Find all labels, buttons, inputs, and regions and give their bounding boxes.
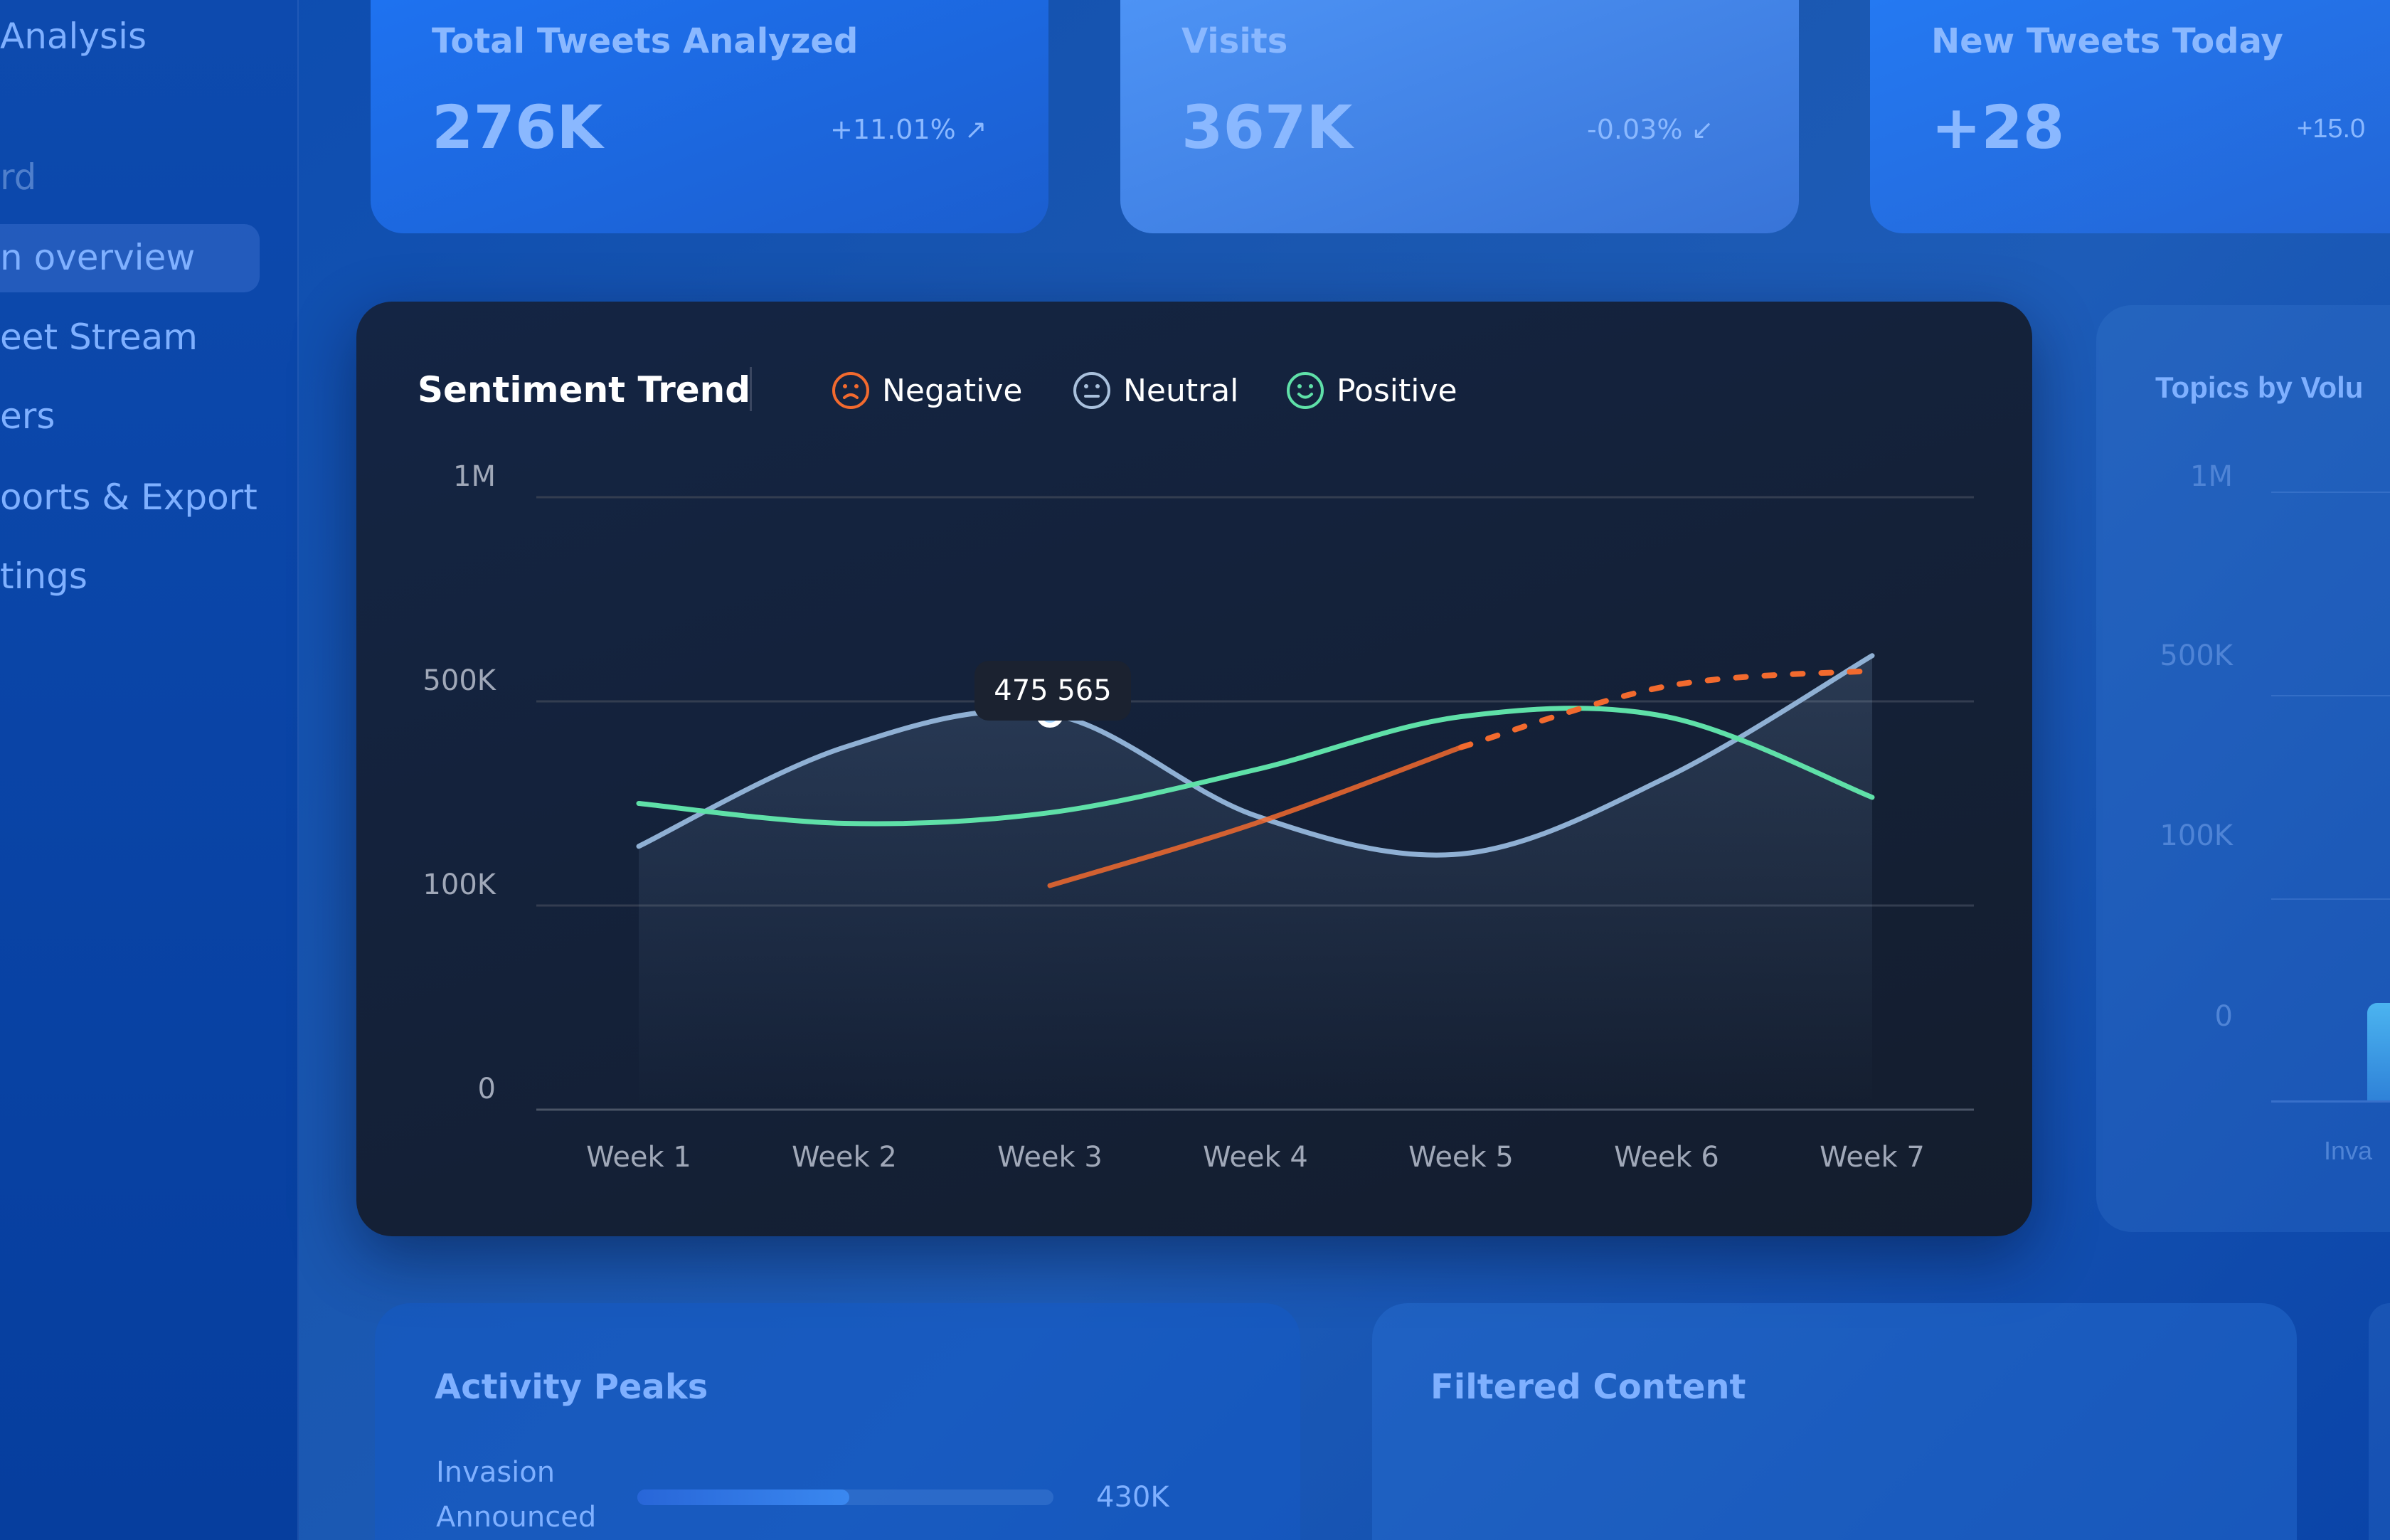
x-tick-label: Week 5 — [1408, 1141, 1514, 1174]
neutral-area — [639, 655, 1872, 1110]
x-tick-label: Week 3 — [997, 1141, 1103, 1174]
series-line-negative-projected — [1458, 667, 1875, 750]
peak-progress-fill — [637, 1489, 850, 1505]
gridline — [2271, 695, 2390, 696]
activity-title: Activity Peaks — [435, 1367, 708, 1407]
peak-label: Invasion — [436, 1456, 556, 1489]
stat-card-new-tweets: New Tweets Today +28 +15.0 — [1870, 0, 2390, 233]
frown-icon — [832, 372, 869, 409]
legend-label: Negative — [882, 372, 1023, 409]
stat-value: 367K — [1181, 92, 1353, 162]
section-label: rd — [0, 156, 37, 198]
y-tick: 500K — [2160, 639, 2233, 672]
sidebar: Analysis rd n overview eet Stream ers oo… — [0, 0, 299, 1540]
y-tick-label: 100K — [423, 869, 496, 901]
sidebar-item-reports-export[interactable]: oorts & Export — [0, 477, 257, 518]
peak-progress-bar — [637, 1489, 1053, 1505]
legend-item-positive[interactable]: Positive — [1285, 369, 1457, 412]
legend-label: Positive — [1337, 372, 1457, 409]
series-line-negative — [1047, 745, 1464, 888]
topics-title: Topics by Volu — [2155, 371, 2364, 404]
trend-up-icon: ↗ — [964, 114, 987, 145]
x-tick: Inva — [2324, 1136, 2373, 1165]
active-item-highlight — [0, 224, 260, 292]
legend-item-neutral[interactable]: Neutral — [1072, 369, 1238, 412]
topics-card: Topics by Volu 1M 500K 100K 0 Inva — [2096, 305, 2390, 1232]
sidebar-item-settings[interactable]: tings — [0, 556, 87, 597]
gridline — [2271, 898, 2390, 900]
y-tick: 0 — [2214, 1000, 2233, 1033]
stat-delta: +11.01% ↗ — [830, 114, 987, 145]
sentiment-trend-card: Sentiment Trend Negative Neutral Positive … — [356, 302, 2032, 1236]
stat-card-total-tweets: Total Tweets Analyzed 276K +11.01% ↗ — [371, 0, 1048, 233]
x-tick-label: Week 1 — [586, 1141, 691, 1174]
app-title: Analysis — [0, 16, 147, 57]
series-line-positive — [636, 706, 1875, 827]
neutral-face-icon — [1073, 372, 1110, 409]
peak-label: Announced — [436, 1501, 597, 1534]
x-tick-label: Week 7 — [1820, 1141, 1925, 1174]
filtered-content-card: Filtered Content — [1372, 1303, 2297, 1540]
x-tick-label: Week 6 — [1614, 1141, 1719, 1174]
filtered-title: Filtered Content — [1430, 1367, 1746, 1407]
legend-label: Neutral — [1123, 372, 1239, 409]
stat-title: New Tweets Today — [1931, 21, 2283, 61]
peak-value: 430K — [1096, 1481, 1169, 1514]
series-line-neutral — [636, 653, 1875, 858]
divider — [750, 367, 752, 411]
y-tick-label: 0 — [478, 1073, 496, 1105]
sidebar-item-tweet-stream[interactable]: eet Stream — [0, 317, 198, 358]
tooltip: 475 565 — [974, 661, 1131, 721]
x-axis — [2271, 1100, 2390, 1103]
next-card — [2369, 1303, 2390, 1540]
sidebar-item-overview[interactable]: n overview — [0, 237, 196, 278]
delta-text: +11.01% — [830, 114, 956, 145]
y-tick: 100K — [2160, 819, 2233, 852]
topic-bar[interactable] — [2367, 1003, 2390, 1100]
stat-delta: +15.0 — [2297, 114, 2366, 144]
activity-peaks-card: Activity Peaks Invasion Announced 430K — [375, 1303, 1300, 1540]
stat-value: 276K — [432, 92, 603, 162]
y-tick-label: 1M — [453, 460, 496, 493]
delta-text: -0.03% — [1587, 114, 1683, 145]
y-tick: 1M — [2190, 460, 2233, 493]
stat-title: Total Tweets Analyzed — [432, 21, 859, 61]
sidebar-item-filters[interactable]: ers — [0, 395, 55, 437]
gridline — [2271, 492, 2390, 493]
chart-title: Sentiment Trend — [418, 369, 751, 410]
stat-delta: -0.03% ↙ — [1587, 114, 1714, 145]
legend-item-negative[interactable]: Negative — [831, 369, 1022, 412]
trend-down-icon: ↙ — [1691, 114, 1714, 145]
smile-icon — [1287, 372, 1324, 409]
x-tick-label: Week 2 — [792, 1141, 897, 1174]
y-tick-label: 500K — [423, 664, 496, 697]
sentiment-line-chart: 0 100K 500K 1M Week 1 Week 2 Week 3 Week 4 Week … — [423, 460, 1974, 1174]
stat-title: Visits — [1181, 21, 1288, 61]
stat-card-visits: Visits 367K -0.03% ↙ — [1120, 0, 1799, 233]
x-tick-label: Week 4 — [1203, 1141, 1308, 1174]
stat-value: +28 — [1931, 92, 2065, 162]
